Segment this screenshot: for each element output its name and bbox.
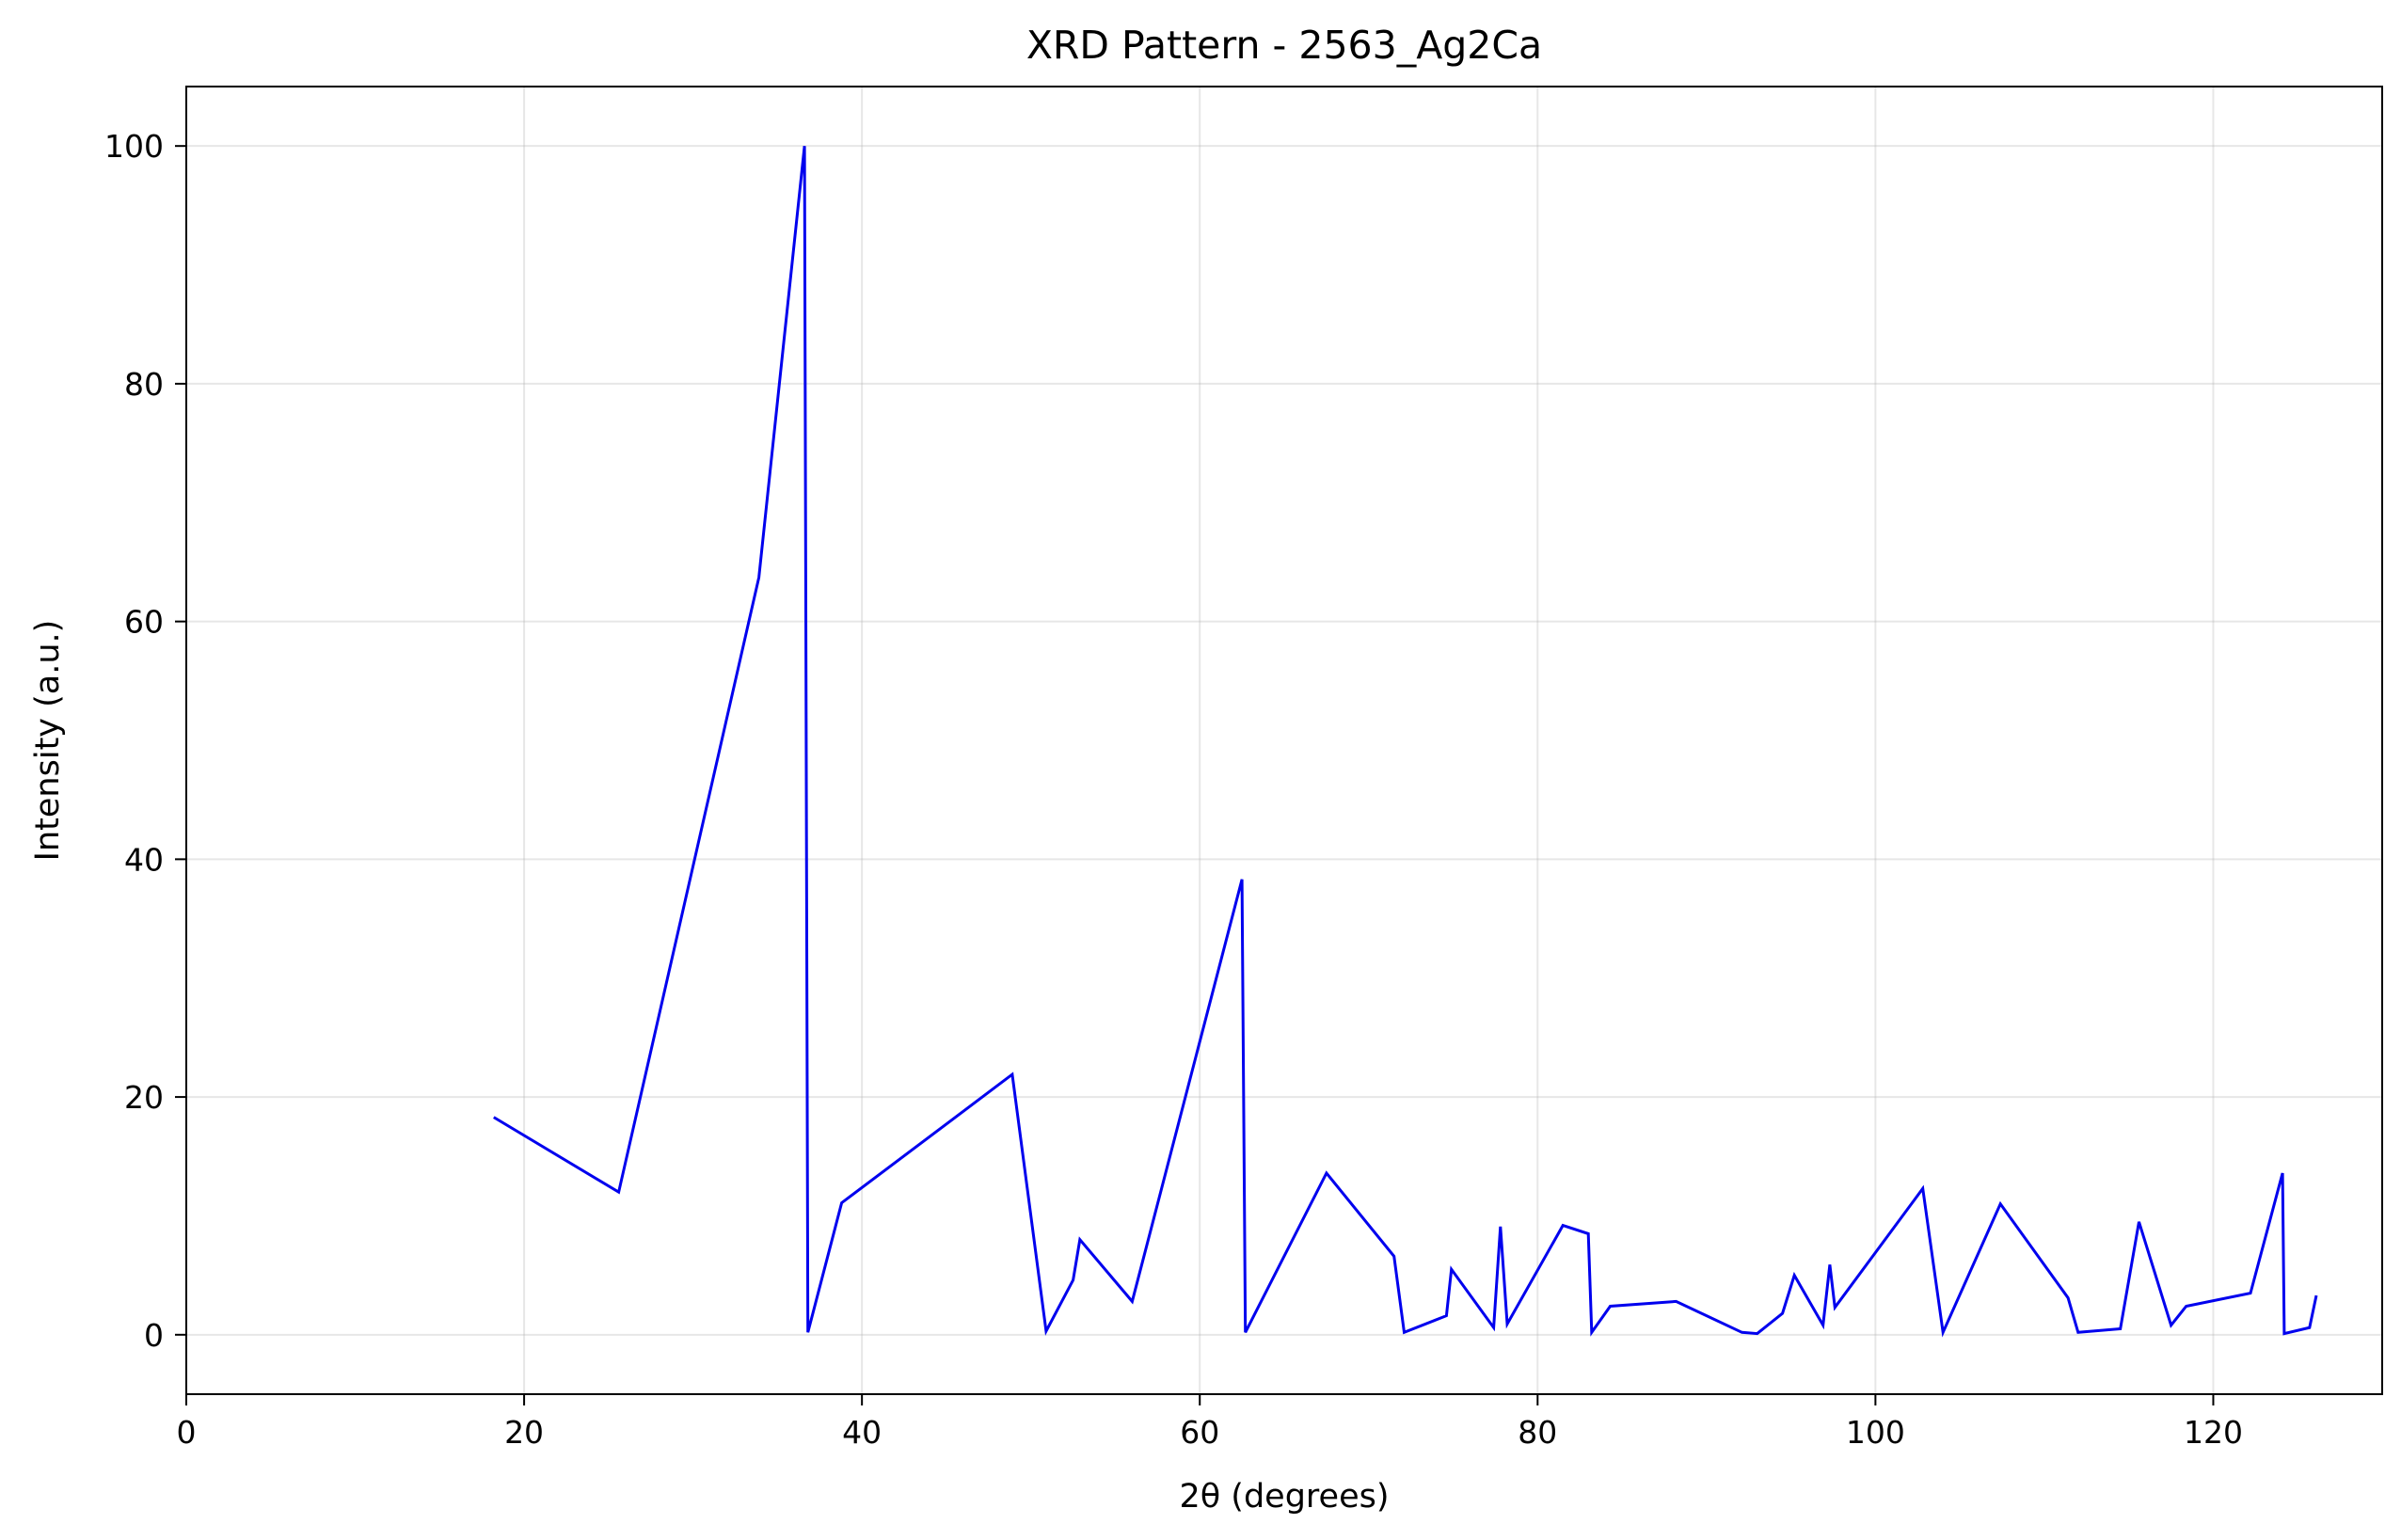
series-layer [493, 146, 2318, 1338]
plot-frame [185, 86, 2383, 1395]
x-tick-label: 20 [504, 1414, 544, 1451]
x-tick-label: 40 [842, 1414, 882, 1451]
x-tick-label: 100 [1846, 1414, 1905, 1451]
y-tick-label: 60 [124, 604, 164, 641]
x-axis-label: 2θ (degrees) [1179, 1478, 1389, 1516]
x-tick-label: 60 [1180, 1414, 1219, 1451]
x-tick-label: 80 [1518, 1414, 1557, 1451]
y-tick-label: 100 [104, 128, 164, 165]
x-tick-label: 120 [2184, 1414, 2243, 1451]
grid-lines [185, 87, 2382, 1394]
x-axis: 0 20 40 60 80 100 120 [177, 1394, 2243, 1451]
y-tick-label: 0 [144, 1317, 164, 1354]
y-tick-label: 20 [124, 1079, 164, 1116]
xrd-intensity-line [493, 146, 2318, 1338]
x-tick-label: 0 [177, 1414, 197, 1451]
y-tick-label: 40 [124, 841, 164, 878]
y-axis: 0 20 40 60 80 100 [104, 128, 186, 1354]
y-axis-label: Intensity (a.u.) [29, 620, 67, 862]
y-tick-label: 80 [124, 366, 164, 403]
chart-title: XRD Pattern - 2563_Ag2Ca [1026, 23, 1542, 68]
